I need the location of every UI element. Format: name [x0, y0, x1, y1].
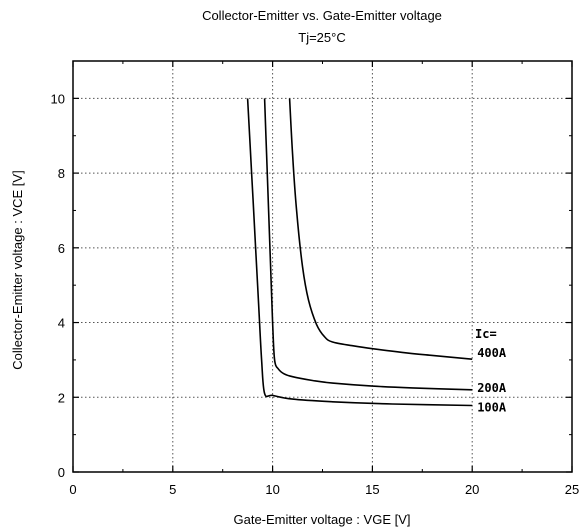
chart-title: Collector-Emitter vs. Gate-Emitter volta… [202, 8, 442, 23]
x-tick-labels: 0 5 10 15 20 25 [69, 482, 579, 497]
series-label: 200A [477, 381, 507, 395]
y-tick-label: 0 [58, 465, 65, 480]
y-tick-label: 6 [58, 241, 65, 256]
y-tick-label: 4 [58, 316, 65, 331]
series-line-400A [288, 98, 473, 360]
ic-annotation: Ic= [475, 327, 497, 341]
x-axis-label: Gate-Emitter voltage : VGE [V] [233, 512, 410, 527]
y-tick-label: 2 [58, 390, 65, 405]
y-tick-label: 10 [51, 91, 65, 106]
y-tick-label: 8 [58, 166, 65, 181]
axis-ticks [72, 61, 573, 473]
y-axis-label: Collector-Emitter voltage : VCE [V] [10, 170, 25, 369]
chart-subtitle: Tj=25°C [298, 30, 345, 45]
series-line-100A [246, 98, 473, 407]
series-line-200A [263, 98, 473, 391]
x-tick-label: 5 [169, 482, 176, 497]
x-tick-label: 20 [465, 482, 479, 497]
y-tick-labels: 0 2 4 6 8 10 [51, 91, 65, 480]
x-tick-label: 0 [69, 482, 76, 497]
series-lines [246, 98, 473, 407]
x-tick-label: 15 [365, 482, 379, 497]
grid [73, 61, 572, 472]
series-label: 400A [477, 346, 507, 360]
x-tick-label: 10 [265, 482, 279, 497]
series-label: 100A [477, 400, 507, 414]
x-tick-label: 25 [565, 482, 579, 497]
series-labels: 100A 200A 400A [477, 346, 507, 414]
